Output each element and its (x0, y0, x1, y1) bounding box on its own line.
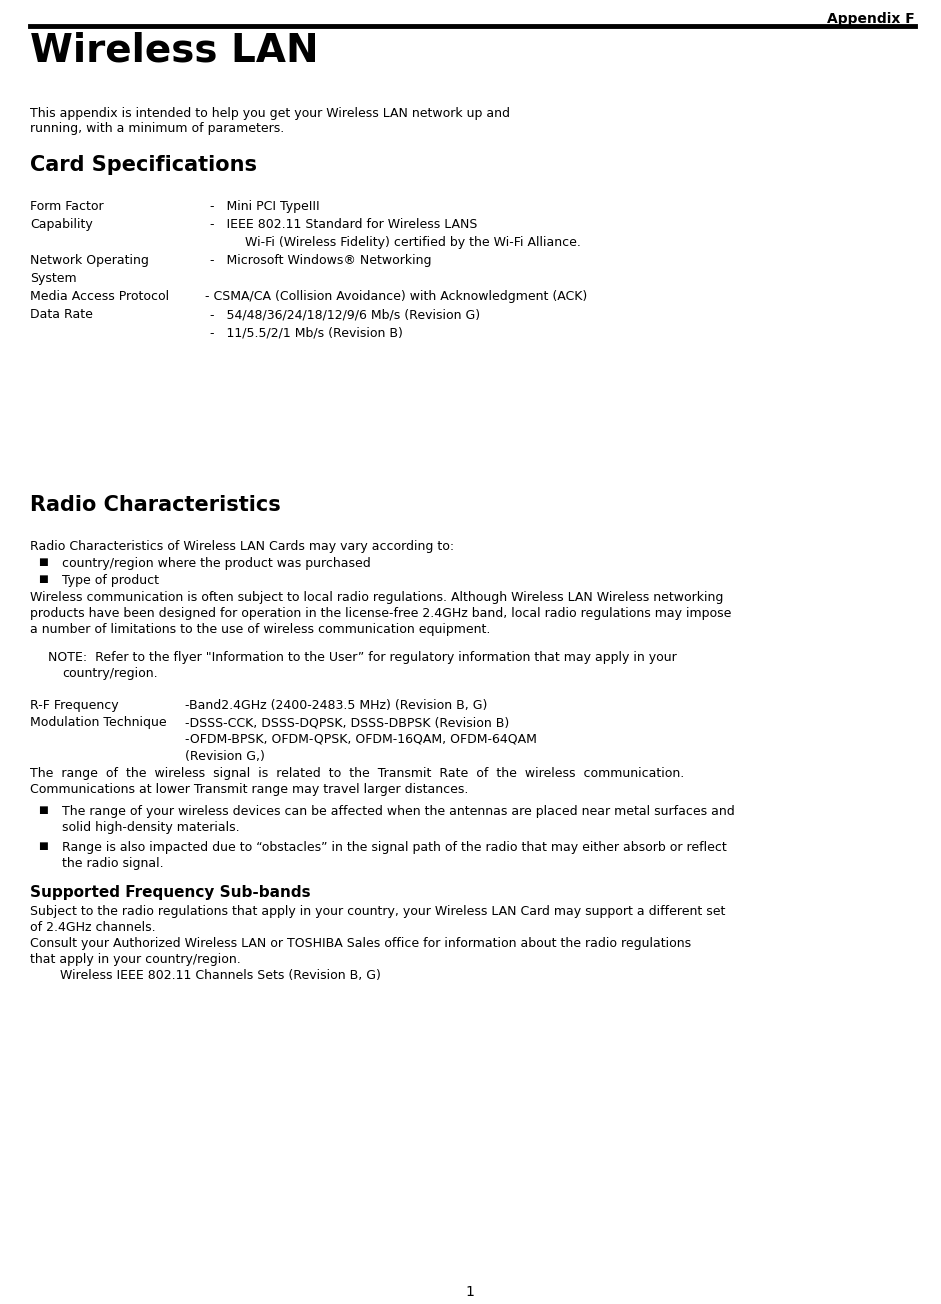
Text: that apply in your country/region.: that apply in your country/region. (30, 953, 241, 966)
Text: Appendix F: Appendix F (827, 12, 915, 26)
Text: - CSMA/CA (Collision Avoidance) with Acknowledgment (ACK): - CSMA/CA (Collision Avoidance) with Ack… (205, 289, 587, 303)
Text: -OFDM-BPSK, OFDM-QPSK, OFDM-16QAM, OFDM-64QAM: -OFDM-BPSK, OFDM-QPSK, OFDM-16QAM, OFDM-… (185, 733, 537, 746)
Text: products have been designed for operation in the license-free 2.4GHz band, local: products have been designed for operatio… (30, 606, 731, 619)
Text: Network Operating: Network Operating (30, 254, 149, 267)
Text: Capability: Capability (30, 218, 93, 231)
Text: Data Rate: Data Rate (30, 308, 93, 321)
Text: Consult your Authorized Wireless LAN or TOSHIBA Sales office for information abo: Consult your Authorized Wireless LAN or … (30, 938, 691, 951)
Text: Wireless LAN: Wireless LAN (30, 33, 319, 70)
Text: ■: ■ (38, 805, 48, 815)
Text: Wireless IEEE 802.11 Channels Sets (Revision B, G): Wireless IEEE 802.11 Channels Sets (Revi… (60, 969, 381, 982)
Text: -Band2.4GHz (2400-2483.5 MHz) (Revision B, G): -Band2.4GHz (2400-2483.5 MHz) (Revision … (185, 699, 487, 712)
Text: -   Mini PCI TypeIII: - Mini PCI TypeIII (210, 200, 320, 213)
Text: System: System (30, 273, 76, 286)
Text: Wireless communication is often subject to local radio regulations. Although Wir: Wireless communication is often subject … (30, 591, 724, 604)
Text: NOTE:  Refer to the flyer "Information to the User” for regulatory information t: NOTE: Refer to the flyer "Information to… (48, 651, 677, 664)
Text: Supported Frequency Sub-bands: Supported Frequency Sub-bands (30, 885, 311, 900)
Text: running, with a minimum of parameters.: running, with a minimum of parameters. (30, 123, 284, 136)
Text: R-F Frequency: R-F Frequency (30, 699, 119, 712)
Text: solid high-density materials.: solid high-density materials. (62, 822, 240, 835)
Text: Radio Characteristics: Radio Characteristics (30, 496, 280, 515)
Text: Subject to the radio regulations that apply in your country, your Wireless LAN C: Subject to the radio regulations that ap… (30, 905, 726, 918)
Text: Communications at lower Transmit range may travel larger distances.: Communications at lower Transmit range m… (30, 782, 469, 795)
Text: Media Access Protocol: Media Access Protocol (30, 289, 169, 303)
Text: the radio signal.: the radio signal. (62, 857, 164, 870)
Text: -   11/5.5/2/1 Mb/s (Revision B): - 11/5.5/2/1 Mb/s (Revision B) (210, 326, 403, 339)
Text: The  range  of  the  wireless  signal  is  related  to  the  Transmit  Rate  of : The range of the wireless signal is rela… (30, 767, 684, 780)
Text: Card Specifications: Card Specifications (30, 155, 257, 175)
Text: country/region where the product was purchased: country/region where the product was pur… (62, 557, 371, 570)
Text: a number of limitations to the use of wireless communication equipment.: a number of limitations to the use of wi… (30, 623, 490, 636)
Text: Wi-Fi (Wireless Fidelity) certified by the Wi-Fi Alliance.: Wi-Fi (Wireless Fidelity) certified by t… (245, 236, 581, 249)
Text: of 2.4GHz channels.: of 2.4GHz channels. (30, 921, 155, 934)
Text: -   IEEE 802.11 Standard for Wireless LANS: - IEEE 802.11 Standard for Wireless LANS (210, 218, 477, 231)
Text: This appendix is intended to help you get your Wireless LAN network up and: This appendix is intended to help you ge… (30, 107, 510, 120)
Text: Range is also impacted due to “obstacles” in the signal path of the radio that m: Range is also impacted due to “obstacles… (62, 841, 726, 854)
Text: (Revision G,): (Revision G,) (185, 750, 264, 763)
Text: The range of your wireless devices can be affected when the antennas are placed : The range of your wireless devices can b… (62, 805, 735, 818)
Text: 1: 1 (466, 1284, 474, 1299)
Text: -DSSS-CCK, DSSS-DQPSK, DSSS-DBPSK (Revision B): -DSSS-CCK, DSSS-DQPSK, DSSS-DBPSK (Revis… (185, 716, 509, 729)
Text: Type of product: Type of product (62, 574, 159, 587)
Text: country/region.: country/region. (62, 668, 158, 679)
Text: -   54/48/36/24/18/12/9/6 Mb/s (Revision G): - 54/48/36/24/18/12/9/6 Mb/s (Revision G… (210, 308, 480, 321)
Text: ■: ■ (38, 574, 48, 584)
Text: -   Microsoft Windows® Networking: - Microsoft Windows® Networking (210, 254, 432, 267)
Text: Radio Characteristics of Wireless LAN Cards may vary according to:: Radio Characteristics of Wireless LAN Ca… (30, 540, 455, 553)
Text: Modulation Technique: Modulation Technique (30, 716, 167, 729)
Text: ■: ■ (38, 557, 48, 567)
Text: ■: ■ (38, 841, 48, 852)
Text: Form Factor: Form Factor (30, 200, 104, 213)
